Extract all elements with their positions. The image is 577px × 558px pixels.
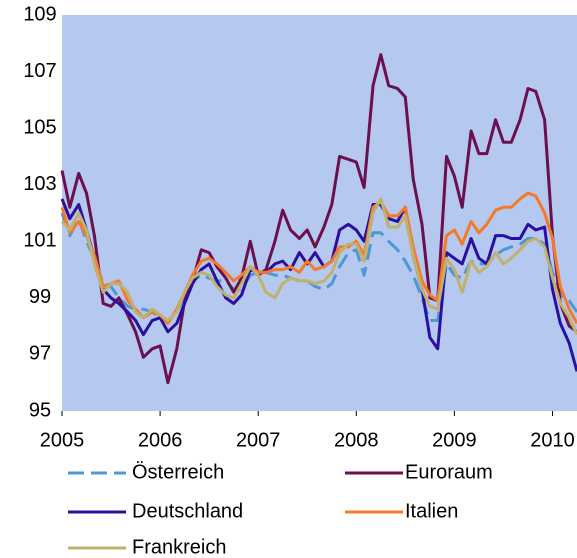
legend-label: Euroraum: [405, 461, 493, 483]
series-line: [60, 198, 577, 372]
x-tick-label: 2005: [40, 429, 85, 451]
y-tick-label: 103: [23, 173, 56, 195]
series-line: [60, 197, 577, 336]
legend-label: Österreich: [132, 461, 224, 483]
plot-area: [62, 15, 577, 411]
legend-label: Italien: [405, 500, 458, 522]
legend-label: Frankreich: [132, 536, 226, 558]
y-tick-label: 107: [23, 60, 56, 82]
y-tick-label: 97: [29, 343, 51, 365]
legend-label: Deutschland: [132, 500, 243, 522]
x-tick-label: 2008: [334, 429, 379, 451]
x-tick-label: 2006: [138, 429, 183, 451]
y-tick-label: 95: [29, 399, 51, 421]
x-tick-label: 2009: [432, 429, 477, 451]
series-line: [60, 53, 577, 385]
x-tick-label: 2010: [530, 429, 575, 451]
y-tick-label: 109: [23, 3, 56, 25]
y-tick-label: 105: [23, 116, 56, 138]
y-tick-label: 101: [23, 230, 56, 252]
y-tick-label: 99: [29, 286, 51, 308]
x-tick-label: 2007: [236, 429, 281, 451]
